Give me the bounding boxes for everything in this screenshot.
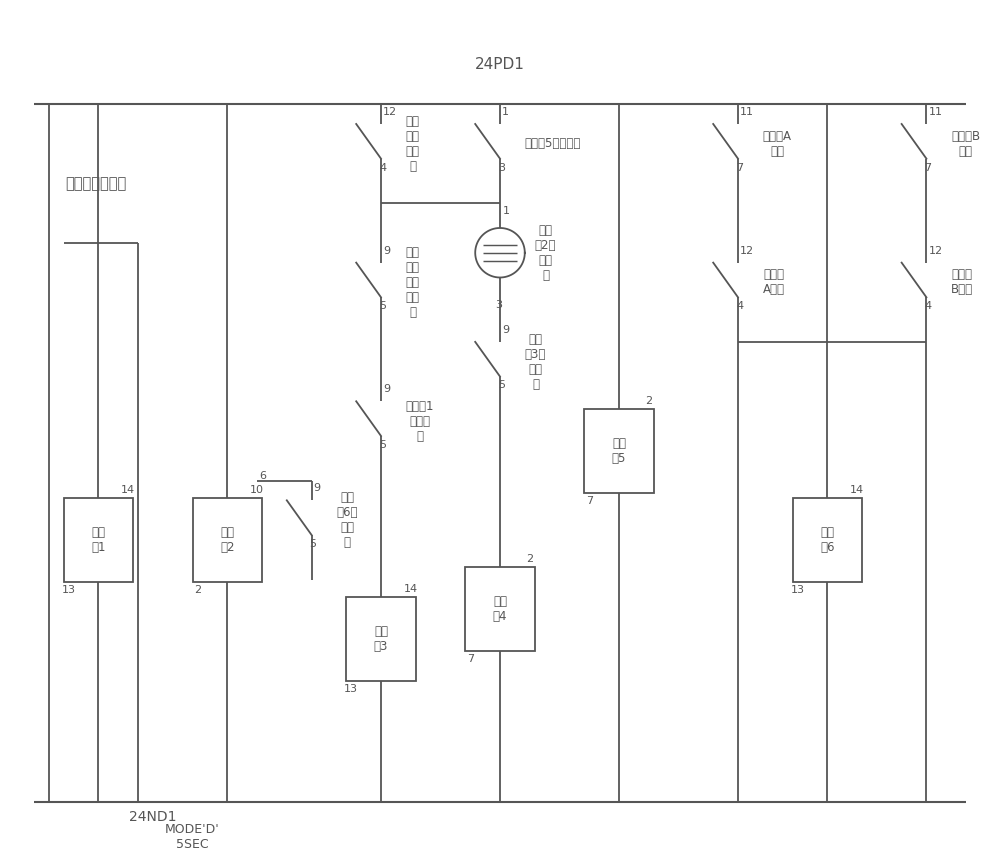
Text: 9: 9 [383,245,390,256]
Text: 4: 4 [736,301,743,312]
Text: 13: 13 [62,585,76,595]
Text: 继电
器4: 继电 器4 [493,595,507,623]
Text: 2: 2 [645,396,652,406]
Text: 12: 12 [383,107,397,117]
Text: 继电器5常开触点: 继电器5常开触点 [525,137,581,151]
Text: 13: 13 [791,585,805,595]
FancyBboxPatch shape [64,498,133,582]
Text: 1: 1 [502,107,509,117]
Text: 继电
器3常
开触
点: 继电 器3常 开触 点 [525,332,546,391]
Text: 9: 9 [502,325,509,335]
Text: 24PD1: 24PD1 [475,57,525,72]
Text: 6: 6 [259,471,266,480]
Text: 继电
器1: 继电 器1 [91,526,106,554]
Text: 继电
器2: 继电 器2 [220,526,235,554]
Text: 主油泵
A备用: 主油泵 A备用 [763,269,785,296]
Text: 1: 1 [503,206,510,216]
FancyBboxPatch shape [465,567,535,651]
Text: 14: 14 [404,584,418,594]
Text: 9: 9 [314,484,321,493]
FancyBboxPatch shape [193,498,262,582]
Text: 4: 4 [924,301,932,312]
Text: 继电
器3: 继电 器3 [374,625,388,653]
Text: 保安段电压不低: 保安段电压不低 [66,176,127,191]
Text: 11: 11 [740,107,754,117]
Text: MODE'D'
5SEC: MODE'D' 5SEC [165,823,220,851]
FancyBboxPatch shape [793,498,862,582]
Text: 24ND1: 24ND1 [129,810,177,824]
Text: 12: 12 [740,245,754,256]
Text: 2: 2 [526,554,533,564]
Text: 7: 7 [924,163,932,172]
Text: 14: 14 [850,485,864,495]
Text: 3: 3 [498,163,505,172]
Text: 直流
泵远
方控
制: 直流 泵远 方控 制 [406,115,420,173]
Text: 3: 3 [495,300,502,310]
Text: 11: 11 [928,107,942,117]
Text: 10: 10 [250,485,264,495]
Text: 5: 5 [310,539,317,549]
Text: 14: 14 [121,485,135,495]
Text: 继电
器6: 继电 器6 [820,526,835,554]
Text: 7: 7 [467,654,474,665]
Text: 13: 13 [344,684,358,694]
Text: 5: 5 [379,301,386,312]
Text: 7: 7 [586,496,593,506]
Text: 2: 2 [194,585,201,595]
Text: 5: 5 [498,381,505,391]
Text: 主油泵B
运行: 主油泵B 运行 [951,130,980,158]
FancyBboxPatch shape [346,597,416,681]
FancyBboxPatch shape [584,409,654,492]
Text: 润滑
油供
油压
力不
低: 润滑 油供 油压 力不 低 [406,246,420,319]
Text: 主油泵
B备用: 主油泵 B备用 [951,269,973,296]
Text: 9: 9 [383,385,390,394]
Text: 4: 4 [379,163,386,172]
Text: 继电
器6常
开触
点: 继电 器6常 开触 点 [336,491,358,549]
Text: 5: 5 [379,440,386,450]
Text: 继电
器2常
开触
点: 继电 器2常 开触 点 [535,224,556,282]
Text: 继电器1
常开触
点: 继电器1 常开触 点 [406,400,434,443]
Text: 7: 7 [736,163,743,172]
Text: 主油泵A
运行: 主油泵A 运行 [763,130,792,158]
Text: 12: 12 [928,245,943,256]
Text: 继电
器5: 继电 器5 [612,437,626,465]
